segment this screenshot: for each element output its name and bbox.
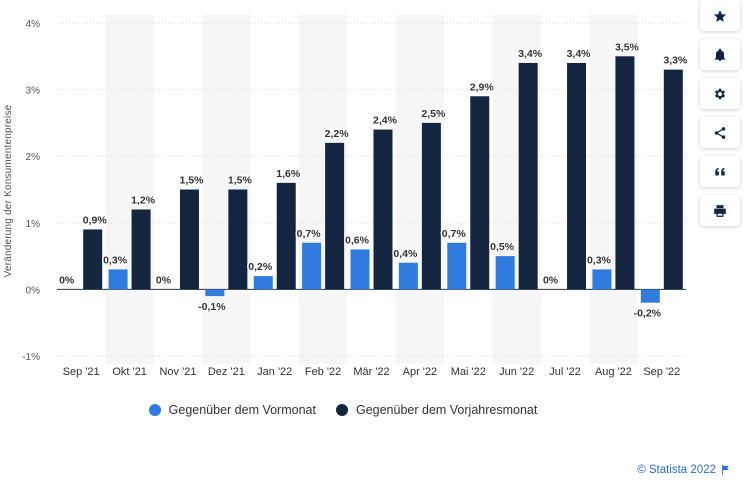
y-tick-labels: -1% 0% 1% 2% 3% 4% [22,19,40,363]
x-tick-label: Dez '21 [208,366,245,378]
bar-mom[interactable] [447,242,467,290]
print-icon [714,204,726,217]
data-label: 0,5% [490,241,515,253]
bar-yoy[interactable] [228,189,248,290]
star-icon [713,9,727,22]
data-label: -0,1% [198,301,226,313]
bar-mom[interactable] [640,289,660,303]
bar-yoy[interactable] [325,142,345,290]
x-tick-label: Aug '22 [595,366,632,378]
x-tick-label: Apr '22 [403,366,438,378]
data-label: 0,9% [83,214,108,226]
data-label: 3,3% [663,55,688,67]
favorite-button[interactable] [700,0,740,31]
legend-item-mom[interactable]: Gegenüber dem Vormonat [148,403,316,417]
legend-label-mom: Gegenüber dem Vormonat [168,403,316,417]
flag-icon [722,465,729,475]
data-label: 0% [156,274,172,286]
bar-yoy[interactable] [276,182,296,290]
bar-yoy[interactable] [421,122,441,290]
x-tick-label: Jul '22 [549,366,580,378]
bar-yoy[interactable] [470,96,490,290]
data-label: 1,5% [179,175,204,187]
x-tick-label: Okt '21 [112,366,147,378]
bar-yoy[interactable] [83,229,103,290]
y-axis-label: Veränderung der Konsumentenpreise [3,104,14,277]
data-label: 0% [543,274,559,286]
data-label: 0,7% [442,228,467,240]
legend: Gegenüber dem Vormonat Gegenüber dem Vor… [0,403,686,417]
x-tick-label: Sep '21 [63,366,100,378]
bar-mom[interactable] [205,289,225,297]
data-label: 3,4% [518,48,543,60]
bar-mom[interactable] [350,249,370,290]
data-label: 1,6% [276,168,301,180]
data-label: 1,2% [131,194,156,206]
bar-yoy[interactable] [518,62,538,290]
notification-button[interactable] [700,39,740,70]
bar-yoy[interactable] [615,56,635,290]
bar-mom[interactable] [108,269,128,290]
footer[interactable]: © Statista 2022 [637,464,730,476]
quote-icon [715,167,725,175]
bar-yoy[interactable] [567,62,587,290]
bar-yoy[interactable] [663,69,683,290]
legend-item-yoy[interactable]: Gegenüber dem Vorjahresmonat [335,403,538,417]
data-label: 0% [59,274,75,286]
data-label: 3,4% [567,48,592,60]
copyright-text: © Statista 2022 [637,464,716,476]
data-label: 0,2% [248,261,273,273]
bar-mom[interactable] [302,242,322,290]
bar-mom[interactable] [592,269,612,290]
legend-marker-mom [148,404,161,416]
column-band [105,15,154,364]
bar-mom[interactable] [253,276,273,290]
chart: 0% 0,9% 0,3% 1,2% 0% 1,5% -0,1% 1,5% 0,2% 1,6% 0,7… [3,15,690,378]
data-label: 0,3% [587,254,612,266]
bar-yoy[interactable] [131,209,151,290]
x-tick-label: Feb '22 [305,366,341,378]
x-tick-label: Mai '22 [451,366,486,378]
x-tick-labels: Sep '21 Okt '21 Nov '21 Dez '21 Jan '22 Feb '… [63,366,681,378]
data-labels: 0% 0,9% 0,3% 1,2% 0% 1,5% -0,1% 1,5% 0,2% 1,6% 0,7… [58,40,690,321]
share-icon [714,126,726,139]
bar-yoy[interactable] [179,189,199,290]
data-label: 3,5% [615,41,640,53]
y-tick-label: 4% [26,19,41,30]
x-tick-label: Jun '22 [499,366,534,378]
bars [83,56,683,303]
y-tick-label: 1% [26,219,41,230]
y-tick-label: 0% [26,285,41,296]
cite-button[interactable] [700,156,740,187]
data-label: 1,5% [228,175,253,187]
y-tick-label: -1% [22,352,40,363]
y-tick-label: 2% [26,152,41,163]
x-tick-label: Mär '22 [353,366,389,378]
data-label: 0,6% [345,234,370,246]
data-label: 2,5% [421,108,446,120]
y-tick-label: 3% [26,86,41,97]
print-button[interactable] [700,195,740,226]
data-label: 2,4% [373,115,398,127]
bar-yoy[interactable] [373,129,393,290]
bar-mom[interactable] [398,262,418,290]
data-label: 2,2% [325,128,350,140]
legend-marker-yoy [335,404,348,416]
share-button[interactable] [700,117,740,148]
bell-icon [714,48,726,61]
x-tick-label: Jan '22 [257,366,292,378]
data-label: 0,7% [297,228,322,240]
gear-icon [714,88,726,99]
settings-button[interactable] [700,78,740,109]
x-tick-label: Nov '21 [159,366,196,378]
x-tick-label: Sep '22 [643,366,680,378]
data-label: 2,9% [470,81,495,93]
data-label: 0,3% [103,254,128,266]
data-label: 0,4% [393,248,418,260]
toolbar [700,0,742,226]
bar-mom[interactable] [495,256,515,290]
data-label: -0,2% [634,308,662,320]
legend-label-yoy: Gegenüber dem Vorjahresmonat [355,403,538,417]
